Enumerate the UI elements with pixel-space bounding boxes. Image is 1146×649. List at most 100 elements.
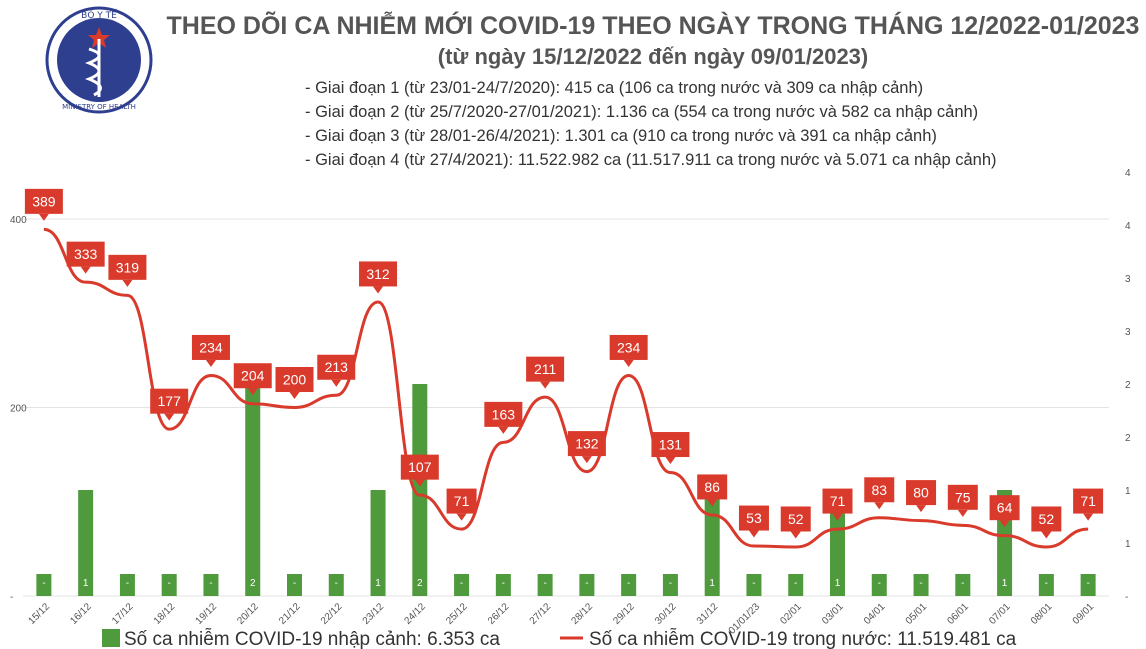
bar-label: - <box>543 578 546 589</box>
data-label-box <box>651 432 690 458</box>
bar-18/12 <box>161 574 177 596</box>
x-tick-label: 28/12 <box>570 601 596 627</box>
x-tick-label: 16/12 <box>68 601 94 627</box>
x-tick-label: 17/12 <box>110 601 136 627</box>
bar-05/01 <box>913 574 929 596</box>
bar-16/12 <box>78 490 94 596</box>
bar-02/01 <box>788 574 804 596</box>
data-label-box <box>526 356 565 382</box>
data-label-pointer <box>790 531 801 539</box>
bar-label: - <box>878 578 881 589</box>
data-label-box <box>822 488 853 514</box>
data-label-pointer <box>331 379 342 387</box>
data-label: 71 <box>454 493 470 509</box>
bar-label: 1 <box>1002 578 1008 589</box>
data-label-box <box>66 241 105 267</box>
data-label-box <box>1073 488 1104 514</box>
logo-text-top: BỘ Y TẾ <box>81 9 117 21</box>
bar-04/01 <box>871 574 887 596</box>
data-label: 211 <box>534 361 557 377</box>
x-tick-label: 04/01 <box>862 601 888 627</box>
data-label-pointer <box>1083 513 1094 521</box>
bar-series: - 1 - - - 2 - - 1 2 - - - - - - 1 - - 1 - - - 1 - - <box>36 384 1096 596</box>
line-series: 389 333 319 177 234 204 200 213 312 107 71 163 211 13… <box>24 188 1104 549</box>
bar-label: 2 <box>250 578 256 589</box>
bar-25/12 <box>454 574 470 596</box>
x-tick-label: 22/12 <box>319 601 345 627</box>
legend-bar-label: Số ca nhiễm COVID-19 nhập cảnh: 6.353 ca <box>124 628 500 649</box>
y-left-tick-label: 400 <box>10 215 27 226</box>
y-right-tick-label: 1 <box>1125 539 1131 550</box>
bar-label: - <box>293 578 296 589</box>
bar-08/01 <box>1038 574 1054 596</box>
bar-09/01 <box>1080 574 1096 596</box>
data-label: 64 <box>997 500 1013 516</box>
x-tick-label: 21/12 <box>277 601 303 627</box>
bar-30/12 <box>662 574 678 596</box>
x-tick-label: 31/12 <box>695 601 721 627</box>
legend: Số ca nhiễm COVID-19 nhập cảnh: 6.353 ca… <box>102 628 1017 649</box>
bar-label: - <box>126 578 129 589</box>
y-right-tick-label: 2 <box>1125 380 1131 391</box>
bar-label: - <box>209 578 212 589</box>
y-right-tick-label: 3 <box>1125 274 1131 285</box>
data-label-box <box>906 480 937 506</box>
bar-label: 1 <box>835 578 841 589</box>
x-tick-label: 15/12 <box>27 601 53 627</box>
data-label-box <box>275 367 314 392</box>
data-label-pointer <box>456 513 467 521</box>
x-tick-label: 24/12 <box>402 601 428 627</box>
data-label: 234 <box>617 339 641 355</box>
y-left-tick-label: 200 <box>10 404 27 415</box>
data-label-pointer <box>581 456 592 464</box>
y-right-tick-label: 4 <box>1125 168 1131 179</box>
x-tick-label: 23/12 <box>361 601 387 627</box>
data-label: 163 <box>492 406 516 422</box>
data-label-box <box>233 363 272 389</box>
data-label-pointer <box>205 359 216 367</box>
data-label-box <box>191 334 230 360</box>
data-label-pointer <box>247 388 258 396</box>
bar-label: 1 <box>709 578 715 589</box>
data-label-pointer <box>122 279 133 287</box>
data-label-pointer <box>414 479 425 487</box>
ministry-of-health-logo: BỘ Y TẾ MINISTRY OF HEALTH <box>45 6 153 114</box>
data-label: 80 <box>913 485 929 501</box>
data-label-pointer <box>874 502 885 510</box>
x-tick-label: 07/01 <box>987 601 1013 627</box>
x-tick-label: 09/01 <box>1071 601 1097 627</box>
bar-label: - <box>794 578 797 589</box>
bar-label: - <box>168 578 171 589</box>
bar-27/12 <box>537 574 553 596</box>
bar-label: - <box>1045 578 1048 589</box>
bar-01/01/23 <box>746 574 762 596</box>
bar-29/12 <box>621 574 637 596</box>
data-label-box <box>24 188 63 214</box>
data-label: 132 <box>575 436 599 452</box>
data-label: 177 <box>158 393 182 409</box>
y-right-tick-label: 3 <box>1125 327 1131 338</box>
y-left-tick-label: - <box>10 592 13 603</box>
data-label: 312 <box>366 266 390 282</box>
y-right-tick-label: - <box>1125 592 1128 603</box>
data-label-pointer <box>373 286 384 294</box>
data-label-pointer <box>957 509 968 517</box>
data-label-box <box>864 477 895 503</box>
data-label-box <box>738 505 769 531</box>
data-label: 83 <box>871 482 887 498</box>
chart-subtitle: (từ ngày 15/12/2022 đến ngày 09/01/2023) <box>437 44 869 69</box>
data-label: 131 <box>659 437 683 453</box>
bar-label: 2 <box>417 578 423 589</box>
bar-label: - <box>627 578 630 589</box>
data-label-box <box>609 334 648 360</box>
bar-26/12 <box>495 574 511 596</box>
data-label: 234 <box>199 339 223 355</box>
x-tick-label: 05/01 <box>904 601 930 627</box>
x-tick-label: 30/12 <box>653 601 679 627</box>
data-label-pointer <box>80 266 91 274</box>
data-label-pointer <box>999 520 1010 528</box>
bar-17/12 <box>119 574 135 596</box>
data-label-box <box>697 474 728 500</box>
bar-label: - <box>961 578 964 589</box>
stage-line-3: - Giai đoạn 3 (từ 28/01-26/4/2021): 1.30… <box>305 127 937 145</box>
